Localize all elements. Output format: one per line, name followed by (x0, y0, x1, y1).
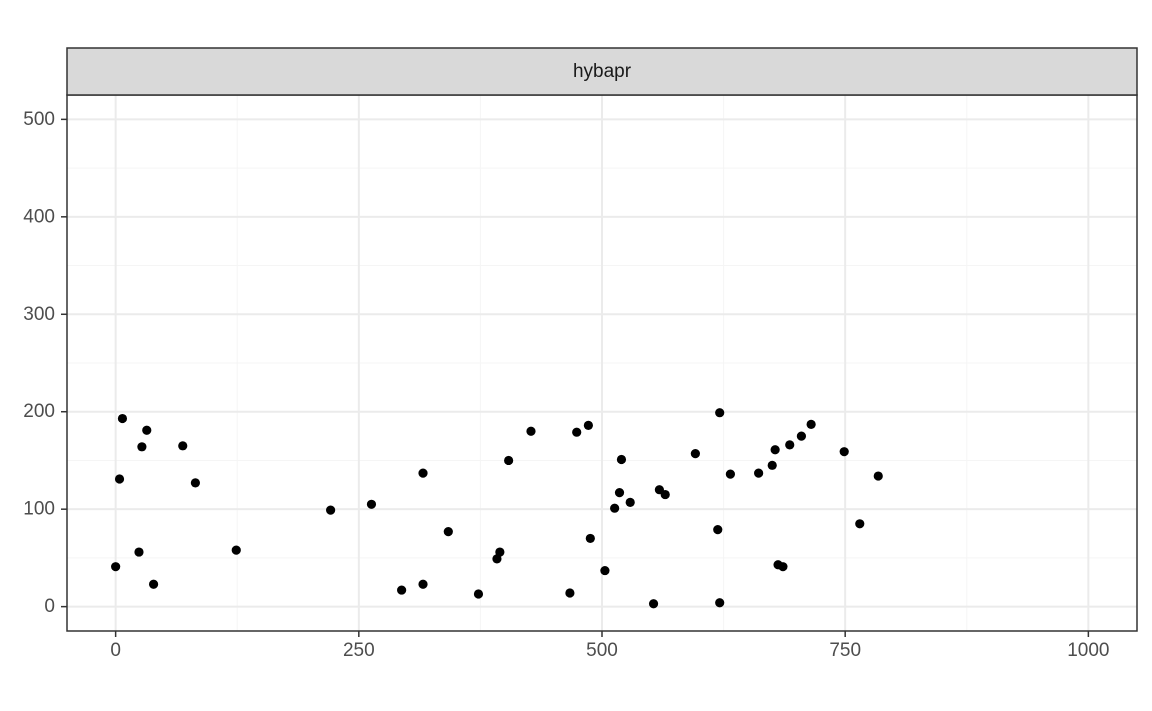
facet-strip-label: hybapr (573, 61, 632, 82)
y-tick-label: 0 (44, 596, 55, 617)
data-point (796, 431, 807, 441)
facet-strip: hybapr (66, 47, 1138, 96)
y-tick-label: 400 (23, 206, 55, 227)
facet-strip-background (66, 47, 1138, 96)
data-point (178, 441, 188, 451)
data-point (504, 455, 514, 466)
data-point (418, 468, 428, 478)
data-point (190, 478, 200, 488)
data-point (725, 469, 736, 479)
data-point (583, 420, 593, 430)
data-point (572, 427, 582, 437)
y-axis: 0 100 200 300 400 500 (23, 109, 67, 617)
data-point (715, 598, 725, 608)
data-point (142, 425, 152, 435)
data-point (754, 468, 764, 478)
data-point (134, 547, 144, 557)
data-point (839, 447, 849, 457)
data-point (600, 565, 610, 576)
data-point (111, 562, 121, 572)
data-point (690, 449, 700, 459)
data-point (418, 579, 428, 589)
data-point (614, 488, 625, 498)
data-point (117, 413, 128, 424)
data-point (610, 503, 620, 513)
data-point (114, 474, 125, 484)
data-point (855, 519, 865, 529)
data-point (585, 533, 595, 544)
data-point (806, 419, 816, 429)
data-point (873, 471, 883, 481)
x-tick-label: 1000 (1067, 640, 1109, 661)
data-point (443, 526, 453, 537)
data-point (397, 585, 407, 595)
data-point (326, 505, 336, 515)
data-point (565, 588, 575, 598)
y-tick-label: 100 (23, 499, 55, 520)
data-point (648, 599, 659, 609)
data-point (715, 408, 725, 418)
data-point (778, 562, 788, 572)
data-point (616, 454, 627, 465)
x-tick-label: 750 (829, 640, 861, 661)
data-point (526, 426, 536, 436)
y-tick-label: 300 (23, 304, 55, 325)
data-point (473, 589, 484, 599)
x-axis: 0 250 500 750 1000 (110, 631, 1110, 661)
data-points (111, 408, 883, 609)
y-tick-label: 200 (23, 401, 55, 422)
data-point (231, 545, 241, 555)
y-tick-label: 500 (23, 109, 55, 130)
x-tick-label: 500 (586, 640, 618, 661)
data-point (148, 579, 159, 589)
data-point (660, 489, 670, 500)
data-point (625, 497, 635, 507)
x-tick-label: 0 (110, 640, 121, 661)
x-tick-label: 250 (343, 640, 375, 661)
data-point (366, 499, 377, 509)
data-point (785, 440, 795, 450)
data-point (713, 525, 723, 535)
data-point (137, 442, 147, 452)
data-point (495, 547, 505, 557)
major-gridlines (67, 95, 1137, 631)
data-point (770, 445, 780, 455)
data-point (767, 460, 777, 470)
